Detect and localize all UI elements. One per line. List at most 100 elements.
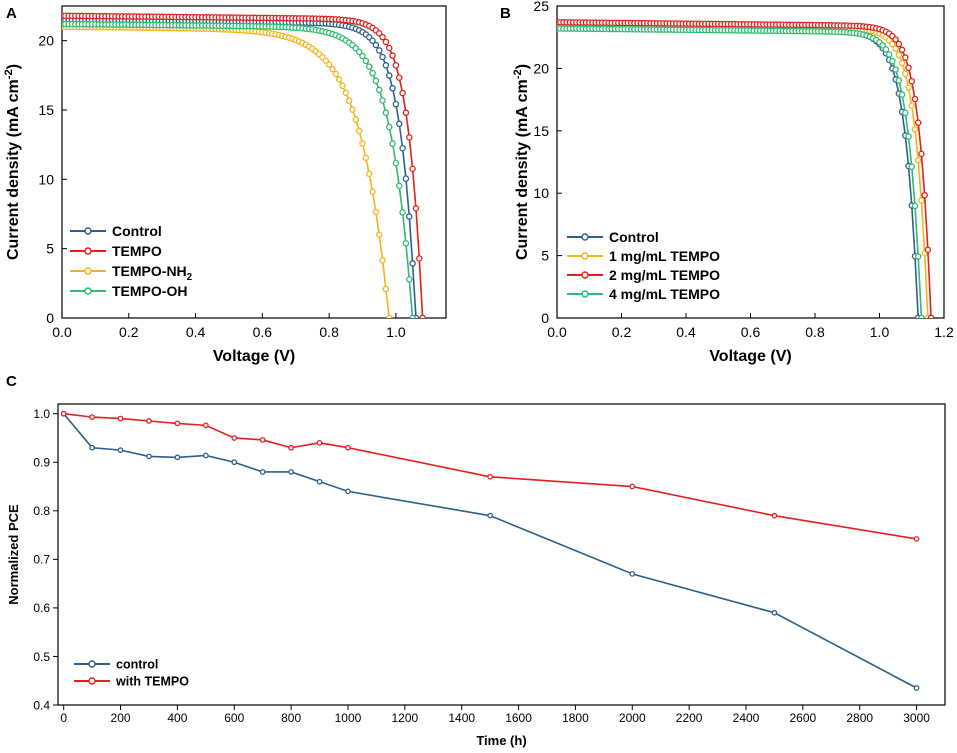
panel-a-series-tempo xyxy=(62,12,426,318)
panel-b-series-4-mg-ml-tempo xyxy=(557,25,925,318)
panel-a-point-tempo-nh2 xyxy=(359,140,366,147)
panel-c-x-tick-label: 0 xyxy=(60,711,67,725)
panel-a-point-control xyxy=(379,53,386,61)
panel-a-x-tick-label: 0.0 xyxy=(52,324,72,340)
panel-c-x-tick-label: 1600 xyxy=(505,711,532,725)
panel-b-point-4-mg-ml-tempo xyxy=(882,46,890,53)
panel-a-point-tempo-oh xyxy=(369,69,376,77)
panel-a-point-tempo-nh2 xyxy=(342,89,350,97)
panel-b-point-4-mg-ml-tempo xyxy=(898,91,906,98)
panel-c-series-control xyxy=(60,410,920,691)
panel-a-point-control xyxy=(372,41,380,49)
panel-c-point-with-tempo xyxy=(117,415,124,422)
panel-c-y-tick-label: 0.8 xyxy=(33,504,50,518)
panel-a-legend-label: TEMPO xyxy=(112,243,162,259)
panel-b-legend-label: 2 mg/mL TEMPO xyxy=(609,267,720,283)
panel-a-series-tempo-nh2 xyxy=(62,23,393,318)
panel-a-y-tick-label: 0 xyxy=(46,310,54,326)
panel-a-point-control xyxy=(395,120,403,128)
panel-b-point-2-mg-ml-tempo xyxy=(908,77,916,85)
panel-c-x-tick-label: 800 xyxy=(281,711,301,725)
panel-b-y-tick-label: 10 xyxy=(533,185,549,201)
panel-b-x-tick-label: 1.0 xyxy=(870,324,890,340)
panel-a-point-control xyxy=(409,260,416,267)
panel-a-point-tempo xyxy=(382,38,390,46)
panel-a-legend-item-tempo: TEMPO xyxy=(70,243,162,259)
panel-a-point-tempo xyxy=(406,134,413,141)
panel-a-point-tempo xyxy=(412,205,420,212)
panel-a-point-tempo-oh xyxy=(402,240,410,247)
panel-a-point-tempo xyxy=(409,165,416,172)
panel-b-point-1-mg-ml-tempo xyxy=(892,45,899,52)
panel-a-point-tempo-oh xyxy=(379,97,386,104)
panel-b-legend-item-4-mg-ml-tempo: 4 mg/mL TEMPO xyxy=(567,286,720,302)
panel-a-x-tick-label: 1.0 xyxy=(386,324,406,340)
panel-c-x-tick-label: 3000 xyxy=(903,711,930,725)
panel-c-point-control xyxy=(231,459,238,466)
panel-c-legend-marker xyxy=(88,677,96,685)
panel-b-x-tick-label: 0.6 xyxy=(741,324,761,340)
panel-a-x-tick-label: 0.4 xyxy=(186,324,206,340)
panel-letter-c: C xyxy=(6,373,17,390)
panel-b-point-1-mg-ml-tempo xyxy=(889,40,896,48)
panel-a-x-tick-label: 0.6 xyxy=(253,324,273,340)
panel-b-legend-marker xyxy=(581,233,589,241)
panel-a-point-tempo-oh xyxy=(389,140,396,147)
panel-b-point-2-mg-ml-tempo xyxy=(927,314,935,318)
panel-c-legend-item-with-tempo: with TEMPO xyxy=(74,675,189,689)
panel-b-point-1-mg-ml-tempo xyxy=(898,59,906,67)
panel-a-y-tick-label: 15 xyxy=(38,102,54,118)
panel-c-point-control xyxy=(259,469,266,475)
panel-c-x-axis-title: Time (h) xyxy=(476,733,526,748)
panel-a-series-tempo-oh xyxy=(62,20,416,318)
panel-c-point-control xyxy=(89,444,95,451)
panel-c-point-control xyxy=(913,685,920,691)
panel-b-point-4-mg-ml-tempo xyxy=(889,57,896,65)
panel-a-point-tempo-nh2 xyxy=(372,208,380,216)
panel-b-point-4-mg-ml-tempo xyxy=(892,66,899,73)
panel-a-point-tempo-oh xyxy=(355,48,363,56)
panel-c-point-control xyxy=(345,488,351,495)
panel-a-legend-item-control: Control xyxy=(70,223,162,239)
panel-b-legend-item-2-mg-ml-tempo: 2 mg/mL TEMPO xyxy=(567,267,720,283)
panel-c-y-axis-title: Normalized PCE xyxy=(6,504,21,605)
panel-b-point-2-mg-ml-tempo xyxy=(892,36,899,43)
panel-b-y-tick-label: 5 xyxy=(541,248,549,264)
panel-b-point-1-mg-ml-tempo xyxy=(918,197,925,204)
panel-letter-a: A xyxy=(6,5,17,22)
panel-b-y-tick-label: 0 xyxy=(541,310,549,326)
panel-c-y-tick-label: 1.0 xyxy=(33,407,50,421)
panel-c-point-with-tempo xyxy=(89,414,95,420)
panel-a-point-tempo-nh2 xyxy=(385,314,393,318)
panel-b-series-2-mg-ml-tempo xyxy=(557,18,935,318)
panel-a-point-tempo xyxy=(416,255,423,262)
panel-a-legend-marker xyxy=(84,227,92,235)
panel-c-line-control xyxy=(63,413,917,689)
panel-b-x-tick-label: 1.2 xyxy=(934,324,954,340)
panel-c-x-tick-label: 600 xyxy=(224,711,244,725)
panel-a-legend-label: Control xyxy=(112,223,162,239)
panel-c-x-tick-label: 1200 xyxy=(391,711,418,725)
panel-a-point-tempo xyxy=(399,89,406,97)
panel-a-x-tick-label: 0.8 xyxy=(319,324,339,340)
panel-c-legend-marker xyxy=(88,660,96,668)
panel-c-point-with-tempo xyxy=(629,483,636,490)
panel-b-point-4-mg-ml-tempo xyxy=(914,253,922,260)
panel-b-x-tick-label: 0.2 xyxy=(612,324,632,340)
panel-c-point-control xyxy=(288,469,294,475)
panel-b-point-1-mg-ml-tempo xyxy=(905,84,912,91)
panel-b-y-tick-label: 20 xyxy=(533,60,549,76)
panel-a-legend-label: TEMPO-OH xyxy=(112,283,187,299)
panel-b-legend-marker xyxy=(581,290,589,298)
panel-c-x-tick-label: 400 xyxy=(167,711,187,725)
panel-c-series-with-tempo xyxy=(60,410,920,542)
panel-a-point-tempo-oh xyxy=(406,276,413,283)
panel-b-point-4-mg-ml-tempo xyxy=(879,42,886,49)
panel-b-point-2-mg-ml-tempo xyxy=(914,119,922,126)
panel-c-legend: control with TEMPO xyxy=(74,658,189,689)
panel-a-point-tempo-nh2 xyxy=(375,231,383,238)
panel-c-x-tick-label: 200 xyxy=(111,711,131,725)
panel-c-plot-frame xyxy=(57,403,946,706)
